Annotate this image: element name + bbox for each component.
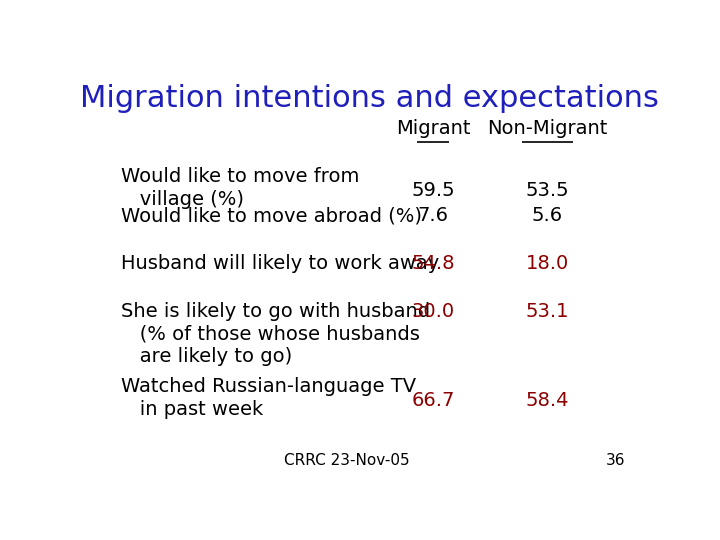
Text: Migrant: Migrant	[396, 119, 470, 138]
Text: CRRC 23-Nov-05: CRRC 23-Nov-05	[284, 453, 410, 468]
Text: 53.1: 53.1	[526, 302, 570, 321]
Text: Non-Migrant: Non-Migrant	[487, 119, 608, 138]
Text: 54.8: 54.8	[411, 254, 455, 273]
Text: 5.6: 5.6	[532, 206, 563, 225]
Text: 7.6: 7.6	[418, 206, 449, 225]
Text: Would like to move from: Would like to move from	[121, 167, 359, 186]
Text: Migration intentions and expectations: Migration intentions and expectations	[80, 84, 658, 112]
Text: She is likely to go with husband: She is likely to go with husband	[121, 302, 430, 321]
Text: (% of those whose husbands
   are likely to go): (% of those whose husbands are likely to…	[121, 325, 420, 366]
Text: 36: 36	[606, 453, 626, 468]
Text: 58.4: 58.4	[526, 391, 570, 410]
Text: Watched Russian-language TV: Watched Russian-language TV	[121, 377, 416, 396]
Text: Husband will likely to work away: Husband will likely to work away	[121, 254, 439, 273]
Text: 30.0: 30.0	[412, 302, 455, 321]
Text: Would like to move abroad (%): Would like to move abroad (%)	[121, 206, 422, 225]
Text: 53.5: 53.5	[526, 181, 570, 200]
Text: 18.0: 18.0	[526, 254, 570, 273]
Text: 59.5: 59.5	[411, 181, 455, 200]
Text: in past week: in past week	[121, 400, 263, 419]
Text: village (%): village (%)	[121, 190, 243, 208]
Text: 66.7: 66.7	[412, 391, 455, 410]
